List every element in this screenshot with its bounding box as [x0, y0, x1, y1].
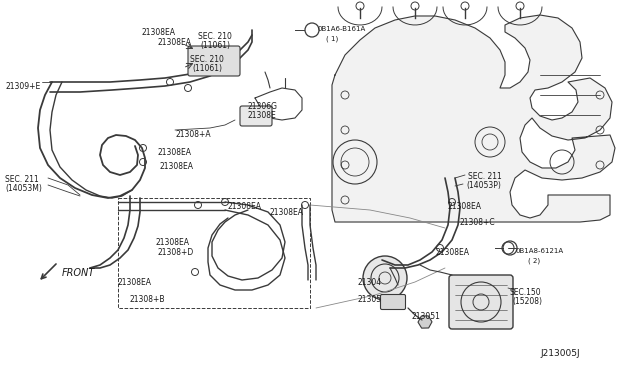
- Text: (14053M): (14053M): [5, 184, 42, 193]
- Text: (11061): (11061): [192, 64, 222, 73]
- Text: 21305: 21305: [358, 295, 382, 304]
- Text: SEC. 211: SEC. 211: [5, 175, 39, 184]
- Text: 21308+A: 21308+A: [175, 130, 211, 139]
- Text: 21308+B: 21308+B: [130, 295, 166, 304]
- Text: J213005J: J213005J: [540, 349, 580, 358]
- Text: 0B1A8-6121A: 0B1A8-6121A: [516, 248, 564, 254]
- FancyBboxPatch shape: [188, 46, 240, 76]
- Text: ( 2): ( 2): [528, 257, 540, 263]
- Polygon shape: [332, 15, 615, 222]
- Circle shape: [363, 256, 407, 300]
- Text: 21308E: 21308E: [248, 111, 276, 120]
- Text: SEC. 210: SEC. 210: [190, 55, 224, 64]
- Text: 21308EA: 21308EA: [435, 248, 469, 257]
- Text: (11061): (11061): [200, 41, 230, 50]
- Text: (15208): (15208): [512, 297, 542, 306]
- Text: 21308EA: 21308EA: [155, 238, 189, 247]
- Text: 21308EA: 21308EA: [142, 28, 176, 37]
- Text: 21308EA: 21308EA: [158, 148, 192, 157]
- Text: 21308EA: 21308EA: [118, 278, 152, 287]
- Text: 21308EA: 21308EA: [160, 162, 194, 171]
- Text: 21306G: 21306G: [248, 102, 278, 111]
- Text: 21308EA: 21308EA: [228, 202, 262, 211]
- Text: SEC. 211: SEC. 211: [468, 172, 502, 181]
- Text: 21308+D: 21308+D: [157, 248, 193, 257]
- Text: 21308+C: 21308+C: [460, 218, 495, 227]
- Text: SEC. 210: SEC. 210: [198, 32, 232, 41]
- Text: ( 1): ( 1): [326, 35, 339, 42]
- Bar: [118, 198, 310, 308]
- Text: 21304: 21304: [358, 278, 382, 287]
- Text: 21309+E: 21309+E: [5, 82, 40, 91]
- Text: 213051: 213051: [412, 312, 441, 321]
- Text: 21308EA: 21308EA: [270, 208, 304, 217]
- Text: (14053P): (14053P): [466, 181, 501, 190]
- Text: 21308EA: 21308EA: [448, 202, 482, 211]
- Text: FRONT: FRONT: [62, 268, 95, 278]
- Text: 0B1A6-B161A: 0B1A6-B161A: [318, 26, 366, 32]
- FancyBboxPatch shape: [449, 275, 513, 329]
- FancyBboxPatch shape: [381, 295, 406, 310]
- FancyBboxPatch shape: [240, 106, 272, 126]
- Text: SEC.150: SEC.150: [510, 288, 541, 297]
- Text: 21308EA: 21308EA: [158, 38, 192, 47]
